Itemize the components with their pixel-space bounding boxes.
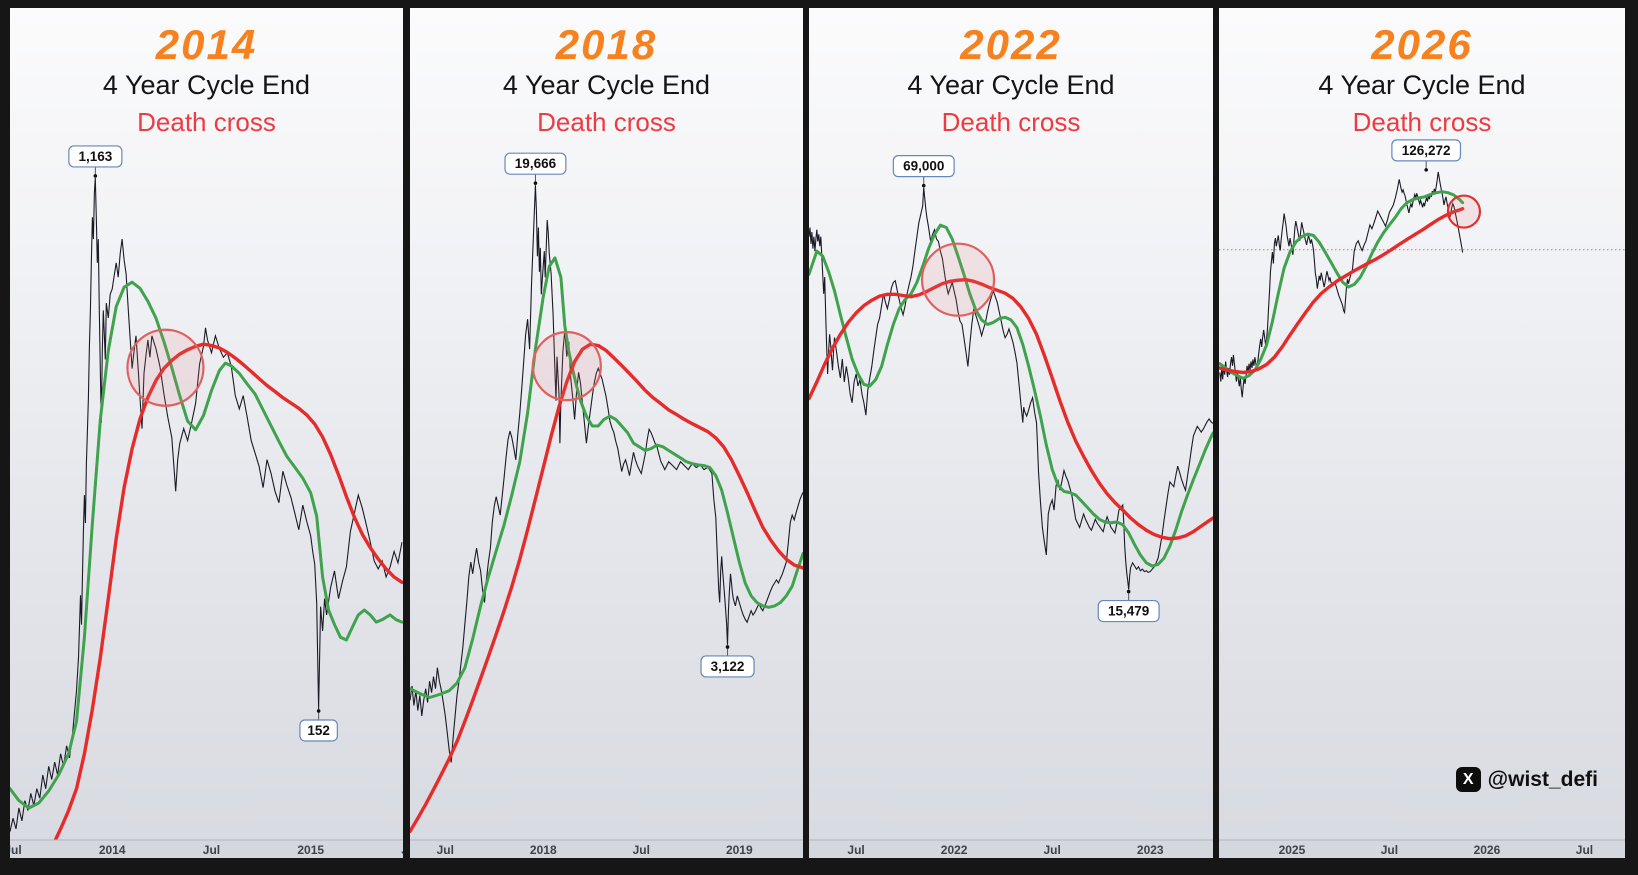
death-cross-circle [126, 328, 205, 407]
svg-text:3,122: 3,122 [711, 659, 745, 674]
price-chart: 126,272 2025 Jul 2026 Jul [1219, 139, 1625, 858]
x-axis-strip [1219, 840, 1625, 858]
price-label: 15,479 [1097, 589, 1160, 623]
x-axis-strip [809, 840, 1213, 858]
death-cross-circle [531, 331, 602, 402]
x-axis-tick: 2014 [99, 843, 126, 857]
price-series [410, 185, 803, 763]
x-axis-tick: 2026 [1474, 843, 1501, 857]
svg-text:1,163: 1,163 [78, 149, 112, 164]
price-chart: 1,163 152 Jul 2014 Jul 2015 Jul [10, 145, 403, 858]
price-chart: 19,666 3,122 Jul 2018 Jul 2019 [410, 152, 803, 858]
x-axis-tick: Jul [633, 843, 650, 857]
x-axis-strip [410, 840, 803, 858]
x-axis-tick: 2015 [297, 843, 324, 857]
watermark-handle: @wist_defi [1487, 767, 1598, 791]
watermark: X @wist_defi [1455, 767, 1598, 792]
ma-slow-series [53, 342, 403, 840]
x-axis-tick: Jul [401, 843, 403, 857]
price-label: 152 [299, 709, 338, 742]
x-axis-tick: Jul [437, 843, 454, 857]
price-label: 19,666 [504, 152, 567, 185]
price-label: 126,272 [1391, 139, 1462, 172]
svg-text:69,000: 69,000 [903, 159, 944, 174]
ma-fast-series [10, 280, 403, 810]
svg-text:15,479: 15,479 [1108, 604, 1149, 619]
x-axis-tick: 2019 [726, 843, 753, 857]
x-axis-tick: 2018 [530, 843, 557, 857]
ma-fast-series [809, 223, 1213, 568]
death-cross-circle [1446, 194, 1482, 229]
x-axis-tick: 2022 [941, 843, 968, 857]
price-label: 69,000 [892, 155, 955, 188]
price-label: 3,122 [700, 645, 755, 678]
ma-slow-series [410, 342, 803, 834]
x-logo-icon: X [1455, 767, 1481, 792]
ma-slow-series [809, 278, 1213, 541]
x-axis-tick: Jul [1381, 843, 1398, 857]
ma-slow-series [1219, 206, 1465, 375]
price-series [1219, 171, 1464, 398]
ma-fast-series [410, 256, 803, 699]
x-axis-tick: Jul [1576, 843, 1593, 857]
svg-text:126,272: 126,272 [1402, 143, 1451, 158]
price-series [10, 177, 403, 832]
x-axis-tick: 2025 [1279, 843, 1306, 857]
x-axis-strip [10, 840, 403, 858]
x-axis-tick: Jul [1044, 843, 1061, 857]
price-label: 1,163 [68, 145, 123, 178]
price-chart: 69,000 15,479 Jul 2022 Jul 2023 [809, 155, 1213, 858]
cycle-panel-2014: 1,163152Jul2014Jul2015Jul 2014 4 Year Cy… [10, 8, 403, 858]
death-cross-circle [920, 242, 996, 317]
cycle-panel-2026: 126,272 2025 Jul 2026 Jul 2026 4 Year Cycle … [1219, 8, 1625, 858]
svg-text:19,666: 19,666 [515, 156, 557, 171]
price-series [809, 187, 1213, 590]
svg-text:152: 152 [307, 723, 330, 738]
x-axis-tick: Jul [203, 843, 220, 857]
x-axis-tick: Jul [10, 843, 22, 857]
ma-fast-series [1219, 190, 1465, 380]
cycle-panel-2022: 69,000 15,479 Jul 2022 Jul 2023 2022 4 Year C… [809, 8, 1213, 858]
x-axis-tick: 2023 [1137, 843, 1164, 857]
x-axis-tick: Jul [847, 843, 864, 857]
cycle-panel-2018: 19,666 3,122 Jul 2018 Jul 2019 2018 4 Year Cy… [410, 8, 803, 858]
